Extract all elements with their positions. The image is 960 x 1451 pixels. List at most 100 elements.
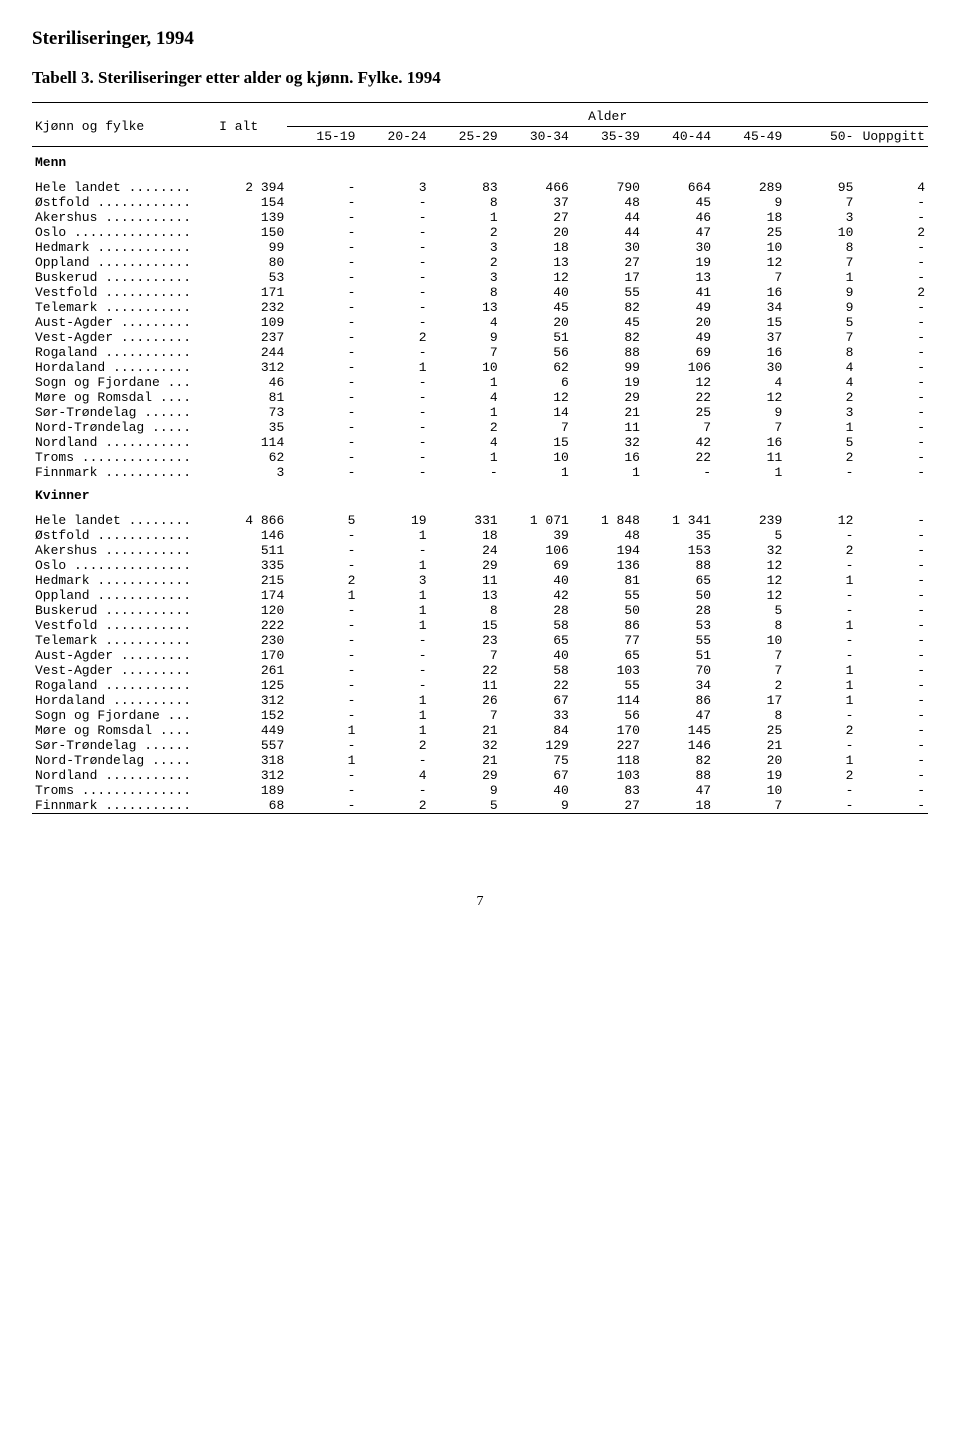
cell: 7 [430, 648, 501, 663]
cell: 35 [643, 528, 714, 543]
row-total: 335 [216, 558, 287, 573]
cell: 62 [501, 360, 572, 375]
cell: - [358, 225, 429, 240]
row-label: Hedmark ............ [32, 240, 216, 255]
cell: 30 [714, 360, 785, 375]
cell: - [287, 420, 358, 435]
cell: - [856, 435, 928, 450]
cell: 50 [643, 588, 714, 603]
row-label: Troms .............. [32, 783, 216, 798]
cell: - [287, 345, 358, 360]
cell: 47 [643, 783, 714, 798]
cell: - [358, 405, 429, 420]
table-row: Sogn og Fjordane ...152-173356478-- [32, 708, 928, 723]
cell: 1 [501, 465, 572, 480]
row-total: 449 [216, 723, 287, 738]
cell: 4 [430, 390, 501, 405]
cell: 1 [287, 753, 358, 768]
row-total: 222 [216, 618, 287, 633]
table-row: Finnmark ...........3---11-1-- [32, 465, 928, 480]
table-row: Hordaland ..........312-1106299106304- [32, 360, 928, 375]
cell: 9 [430, 330, 501, 345]
col-header-age: 40-44 [643, 127, 714, 147]
cell: 16 [714, 345, 785, 360]
cell: - [287, 798, 358, 814]
cell: - [785, 783, 856, 798]
cell: 16 [714, 285, 785, 300]
cell: - [287, 285, 358, 300]
row-total: 232 [216, 300, 287, 315]
cell: 33 [501, 708, 572, 723]
cell: 1 [785, 573, 856, 588]
row-label: Oppland ............ [32, 255, 216, 270]
cell: 13 [430, 588, 501, 603]
table-row: Nord-Trøndelag .....35--2711771- [32, 420, 928, 435]
cell: 81 [572, 573, 643, 588]
cell: - [856, 255, 928, 270]
cell: 48 [572, 528, 643, 543]
cell: 65 [501, 633, 572, 648]
cell: 1 [714, 465, 785, 480]
col-header-label: Kjønn og fylke [32, 103, 216, 147]
cell: - [287, 315, 358, 330]
row-label: Hedmark ............ [32, 573, 216, 588]
cell: - [358, 648, 429, 663]
cell: 7 [430, 708, 501, 723]
cell: - [856, 390, 928, 405]
cell: 1 [785, 420, 856, 435]
cell: 13 [643, 270, 714, 285]
cell: 106 [501, 543, 572, 558]
cell: - [856, 633, 928, 648]
cell: 42 [501, 588, 572, 603]
cell: 29 [430, 558, 501, 573]
cell: 129 [501, 738, 572, 753]
row-total: 114 [216, 435, 287, 450]
row-label: Finnmark ........... [32, 465, 216, 480]
row-label: Vest-Agder ......... [32, 330, 216, 345]
table-row: Rogaland ...........125--1122553421- [32, 678, 928, 693]
cell: - [287, 240, 358, 255]
cell: - [287, 768, 358, 783]
table-title: Tabell 3. Steriliseringer etter alder og… [32, 68, 928, 88]
cell: - [856, 558, 928, 573]
cell: 28 [501, 603, 572, 618]
cell: 3 [430, 240, 501, 255]
cell: 5 [430, 798, 501, 814]
cell: - [287, 618, 358, 633]
cell: 58 [501, 618, 572, 633]
cell: - [358, 210, 429, 225]
table-row: Hedmark ............99--3183030108- [32, 240, 928, 255]
row-label: Hordaland .......... [32, 360, 216, 375]
cell: 2 [358, 330, 429, 345]
cell: 32 [714, 543, 785, 558]
section-label: Kvinner [32, 480, 928, 507]
cell: 55 [572, 678, 643, 693]
cell: 9 [501, 798, 572, 814]
row-label: Telemark ........... [32, 633, 216, 648]
cell: 7 [785, 195, 856, 210]
col-header-age: 50- [785, 127, 856, 147]
table-row: Østfold ............146-1183948355-- [32, 528, 928, 543]
cell: 1 [785, 270, 856, 285]
table-row: Finnmark ...........68-25927187-- [32, 798, 928, 814]
cell: 8 [430, 285, 501, 300]
data-table: Kjønn og fylkeI altAlder15-1920-2425-293… [32, 102, 928, 814]
cell: 22 [430, 663, 501, 678]
row-total: 312 [216, 360, 287, 375]
row-label: Nordland ........... [32, 768, 216, 783]
row-total: 189 [216, 783, 287, 798]
cell: - [856, 330, 928, 345]
cell: 9 [785, 300, 856, 315]
cell: 95 [785, 180, 856, 195]
cell: - [785, 558, 856, 573]
row-total: 35 [216, 420, 287, 435]
cell: 18 [501, 240, 572, 255]
cell: - [358, 753, 429, 768]
cell: - [287, 693, 358, 708]
row-label: Sogn og Fjordane ... [32, 375, 216, 390]
row-total: 170 [216, 648, 287, 663]
row-label: Troms .............. [32, 450, 216, 465]
cell: 7 [714, 420, 785, 435]
cell: 12 [714, 558, 785, 573]
row-label: Nord-Trøndelag ..... [32, 420, 216, 435]
